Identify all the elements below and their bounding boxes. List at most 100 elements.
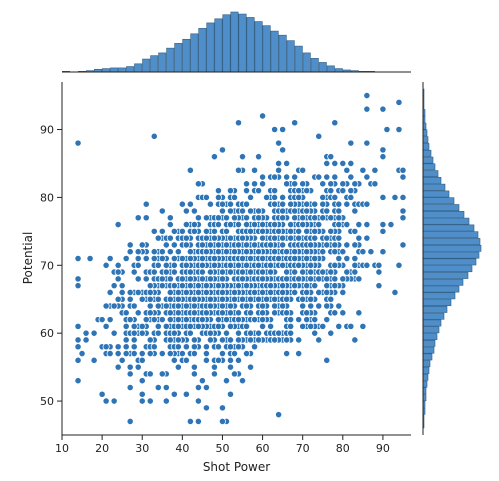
- scatter-point: [214, 241, 222, 249]
- x-axis-tick-label: 70: [296, 442, 310, 455]
- scatter-point: [283, 173, 291, 181]
- scatter-point: [230, 370, 239, 378]
- right-histogram-bar: [422, 210, 465, 218]
- scatter-point: [122, 336, 130, 344]
- scatter-point: [287, 329, 295, 337]
- scatter-point: [243, 248, 251, 256]
- scatter-point: [186, 248, 194, 256]
- scatter-point: [327, 268, 335, 276]
- scatter-point: [331, 275, 339, 283]
- scatter-point: [343, 268, 351, 276]
- scatter-point: [335, 214, 343, 222]
- y-axis-tick-label: 70: [40, 259, 54, 272]
- scatter-point: [351, 254, 359, 263]
- scatter-point: [226, 343, 235, 351]
- scatter-point: [182, 207, 190, 215]
- scatter-point: [190, 309, 198, 317]
- top-histogram-bar: [206, 22, 215, 73]
- scatter-point: [259, 288, 267, 296]
- scatter-point: [267, 241, 275, 249]
- scatter-point: [243, 241, 251, 249]
- top-histogram-bar: [158, 52, 167, 73]
- scatter-point: [238, 153, 247, 161]
- right-histogram-bar: [422, 190, 450, 198]
- scatter-point: [271, 173, 279, 181]
- scatter-point: [206, 200, 214, 208]
- scatter-point: [230, 214, 239, 222]
- scatter-point: [134, 248, 142, 256]
- scatter-point: [243, 221, 251, 229]
- scatter-point: [126, 295, 134, 303]
- scatter-point: [154, 234, 162, 242]
- scatter-point: [267, 282, 275, 290]
- scatter-point: [331, 282, 339, 290]
- scatter-point: [335, 302, 343, 310]
- right-histogram-bar: [422, 292, 456, 300]
- scatter-point: [339, 288, 347, 296]
- scatter-point: [114, 221, 122, 229]
- scatter-point: [114, 363, 122, 371]
- scatter-point: [118, 356, 126, 364]
- scatter-point: [363, 221, 371, 229]
- scatter-point: [379, 146, 387, 154]
- scatter-point: [259, 180, 267, 188]
- right-histogram-bar: [422, 360, 431, 368]
- scatter-point: [102, 261, 110, 269]
- scatter-point: [226, 390, 235, 398]
- scatter-point: [194, 288, 202, 296]
- scatter-point: [114, 295, 122, 303]
- scatter-point: [110, 329, 118, 337]
- scatter-point: [190, 221, 198, 229]
- top-histogram-bar: [318, 62, 327, 73]
- scatter-point: [379, 105, 387, 113]
- scatter-point: [198, 268, 206, 276]
- scatter-point: [162, 261, 170, 269]
- scatter-point: [283, 275, 291, 283]
- scatter-point: [243, 302, 251, 310]
- scatter-point: [222, 329, 230, 337]
- scatter-point: [218, 309, 226, 317]
- scatter-point: [134, 275, 142, 283]
- scatter-point: [146, 350, 154, 358]
- scatter-point: [194, 322, 202, 330]
- scatter-point: [375, 261, 383, 269]
- scatter-point: [206, 295, 214, 303]
- scatter-point: [238, 268, 247, 276]
- scatter-point: [323, 288, 331, 296]
- scatter-point: [214, 248, 222, 256]
- scatter-point: [226, 309, 235, 317]
- scatter-point: [251, 241, 259, 249]
- top-histogram-bar: [286, 40, 295, 73]
- scatter-point: [275, 254, 283, 263]
- scatter-point: [307, 268, 315, 276]
- right-histogram-bar: [422, 299, 452, 307]
- scatter-point: [202, 309, 210, 317]
- scatter-point: [307, 295, 315, 303]
- scatter-point: [78, 350, 86, 358]
- scatter-point: [319, 214, 327, 222]
- scatter-point: [234, 282, 243, 290]
- scatter-point: [263, 295, 271, 303]
- scatter-point: [251, 343, 259, 351]
- scatter-point: [158, 316, 166, 324]
- top-histogram-bar: [302, 52, 311, 73]
- scatter-point: [275, 411, 283, 419]
- scatter-point: [218, 275, 226, 283]
- scatter-point: [347, 193, 355, 201]
- scatter-point: [238, 234, 247, 242]
- scatter-point: [194, 180, 202, 188]
- scatter-point: [198, 316, 206, 324]
- right-histogram-bar: [422, 346, 435, 354]
- top-histogram-bar: [150, 55, 159, 73]
- scatter-point: [351, 180, 359, 188]
- scatter-point: [335, 234, 343, 242]
- scatter-point: [255, 295, 263, 303]
- right-histogram-bar: [422, 312, 445, 320]
- scatter-point: [243, 214, 251, 222]
- right-histogram-bar: [422, 238, 481, 245]
- scatter-point: [178, 254, 186, 263]
- scatter-point: [343, 254, 351, 263]
- scatter-point: [243, 322, 251, 330]
- scatter-point: [355, 275, 363, 283]
- scatter-point: [259, 254, 267, 263]
